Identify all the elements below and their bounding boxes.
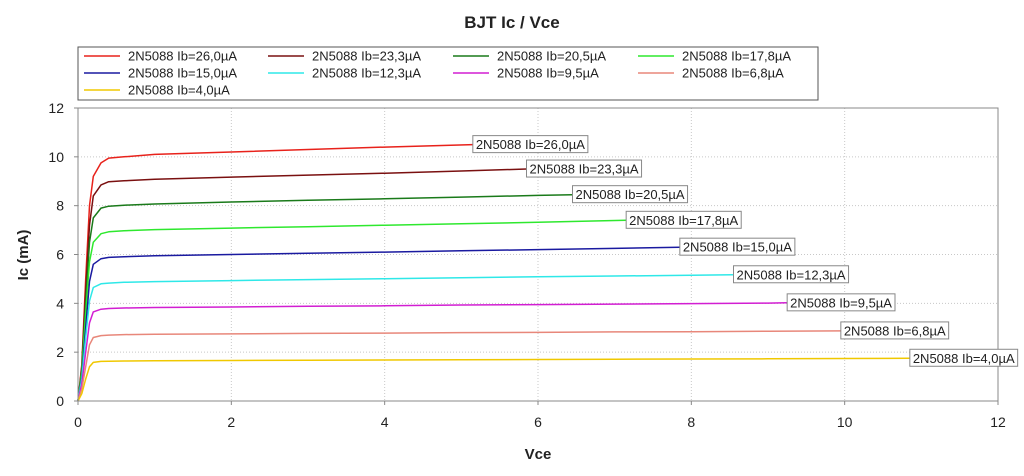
series-end-label-text: 2N5088 Ib=12,3µA (737, 267, 846, 282)
series-end-label-box (526, 159, 643, 178)
legend-box (77, 46, 819, 101)
legend-item-6: 2N5088 Ib=9,5µA (453, 66, 599, 81)
chart-title: BJT Ic / Vce (464, 13, 559, 32)
grid (78, 108, 998, 401)
series-end-label-6: 2N5088 Ib=9,5µA (786, 293, 896, 312)
series-line-5 (77, 274, 734, 402)
series-line-6 (77, 302, 788, 402)
series-end-label-box (572, 185, 689, 204)
series-end-label-text: 2N5088 Ib=15,0µA (683, 240, 792, 255)
y-tick-label: 0 (56, 393, 64, 409)
series-end-label-box (733, 265, 850, 284)
legend-label: 2N5088 Ib=17,8µA (682, 49, 791, 64)
series-end-label-box (472, 135, 589, 154)
series-end-label-text: 2N5088 Ib=23,3µA (530, 162, 639, 177)
legend-item-4: 2N5088 Ib=15,0µA (84, 66, 237, 81)
legend-label: 2N5088 Ib=23,3µA (312, 49, 421, 64)
legend-item-7: 2N5088 Ib=6,8µA (638, 66, 784, 81)
series-end-label-1: 2N5088 Ib=23,3µA (526, 159, 643, 178)
legend-label: 2N5088 Ib=26,0µA (128, 49, 237, 64)
series-end-label-box (625, 210, 742, 229)
x-axis-title: Vce (525, 446, 552, 463)
legend-label: 2N5088 Ib=4,0µA (128, 83, 230, 98)
x-tick-label: 10 (837, 414, 853, 430)
y-tick-label: 12 (48, 100, 64, 116)
x-axis-ticks: 0 2 4 6 8 10 12 (74, 401, 1006, 430)
series-end-label-box (840, 321, 950, 340)
series-line-2 (77, 193, 573, 402)
y-axis-title: Ic (mA) (15, 230, 32, 281)
y-tick-label: 6 (56, 247, 64, 263)
y-tick-label: 10 (48, 149, 64, 165)
y-tick-label: 4 (56, 295, 64, 311)
y-tick-label: 2 (56, 344, 64, 360)
series-end-label-7: 2N5088 Ib=6,8µA (840, 321, 950, 340)
legend-label: 2N5088 Ib=9,5µA (497, 66, 599, 81)
x-tick-label: 0 (74, 414, 82, 430)
legend-item-8: 2N5088 Ib=4,0µA (84, 83, 230, 98)
series-end-label-text: 2N5088 Ib=26,0µA (476, 137, 585, 152)
series-end-label-box (786, 293, 896, 312)
series-end-label-text: 2N5088 Ib=4,0µA (913, 351, 1015, 366)
series-end-label-text: 2N5088 Ib=9,5µA (790, 295, 892, 310)
x-tick-label: 12 (990, 414, 1006, 430)
x-tick-label: 8 (687, 414, 695, 430)
series-end-label-0: 2N5088 Ib=26,0µA (472, 135, 589, 154)
series-line-4 (77, 246, 680, 402)
series-line-7 (77, 330, 841, 402)
series-end-label-box (909, 348, 1019, 367)
legend-label: 2N5088 Ib=12,3µA (312, 66, 421, 81)
legend-item-0: 2N5088 Ib=26,0µA (84, 49, 237, 64)
legend-label: 2N5088 Ib=6,8µA (682, 66, 784, 81)
legend-item-1: 2N5088 Ib=23,3µA (268, 49, 421, 64)
series-end-labels: 2N5088 Ib=26,0µA 2N5088 Ib=23,3µA 2N5088 I… (472, 135, 1019, 367)
series-end-label-5: 2N5088 Ib=12,3µA (733, 265, 850, 284)
legend-label: 2N5088 Ib=20,5µA (497, 49, 606, 64)
series-end-label-4: 2N5088 Ib=15,0µA (679, 237, 796, 256)
series-end-label-text: 2N5088 Ib=20,5µA (576, 187, 685, 202)
legend-item-5: 2N5088 Ib=12,3µA (268, 66, 421, 81)
series-line-3 (77, 219, 627, 402)
series-end-label-3: 2N5088 Ib=17,8µA (625, 210, 742, 229)
legend-item-2: 2N5088 Ib=20,5µA (453, 49, 606, 64)
legend-label: 2N5088 Ib=15,0µA (128, 66, 237, 81)
series-lines (77, 143, 910, 402)
x-tick-label: 4 (381, 414, 389, 430)
series-line-1 (77, 168, 527, 402)
series-line-8 (77, 357, 910, 402)
series-end-label-box (679, 237, 796, 256)
x-tick-label: 2 (227, 414, 235, 430)
y-axis-ticks: 0 2 4 6 8 10 12 (48, 100, 78, 409)
series-end-label-text: 2N5088 Ib=6,8µA (844, 323, 946, 338)
x-tick-label: 6 (534, 414, 542, 430)
legend: 2N5088 Ib=26,0µA 2N5088 Ib=23,3µA 2N5088 I… (77, 46, 819, 101)
y-tick-label: 8 (56, 198, 64, 214)
series-end-label-8: 2N5088 Ib=4,0µA (909, 348, 1019, 367)
series-end-label-2: 2N5088 Ib=20,5µA (572, 185, 689, 204)
series-line-0 (77, 143, 473, 402)
series-end-label-text: 2N5088 Ib=17,8µA (629, 213, 738, 228)
legend-item-3: 2N5088 Ib=17,8µA (638, 49, 791, 64)
